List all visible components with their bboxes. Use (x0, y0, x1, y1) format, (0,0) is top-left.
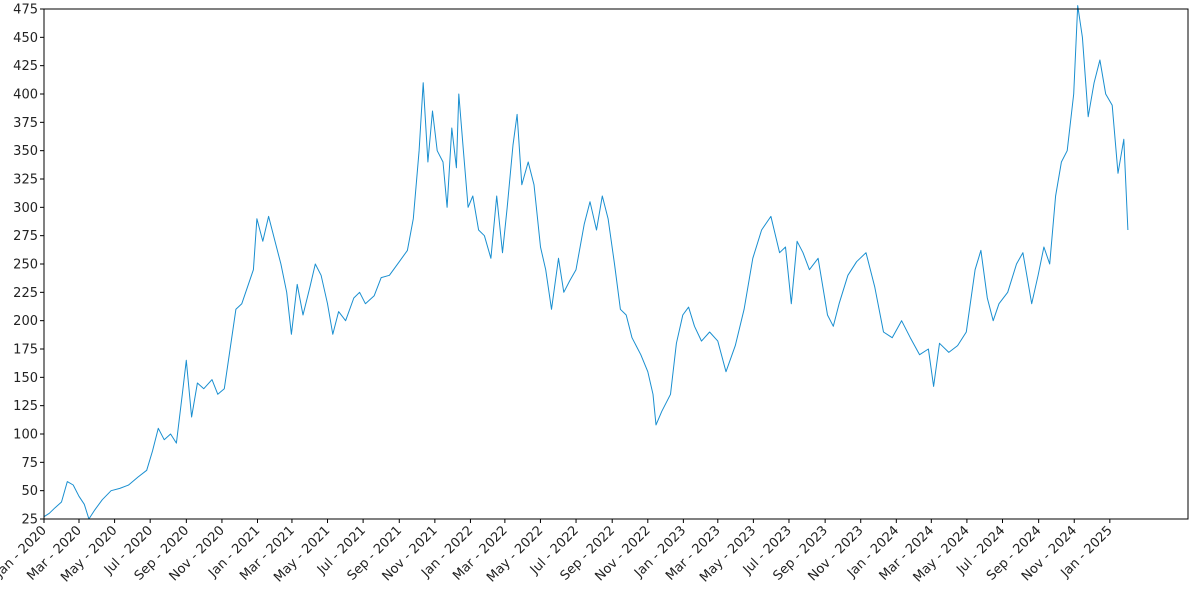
y-tick-label: 75 (21, 456, 38, 471)
plot-area-frame (43, 8, 1189, 520)
y-tick-label: 200 (13, 314, 38, 329)
y-tick-label: 225 (13, 286, 38, 301)
y-tick-label: 300 (13, 201, 38, 216)
y-tick-label: 150 (13, 371, 38, 386)
y-axis: 25 50 75 100 125 150 175 200 225 250 275 300 325 350 3… (13, 3, 44, 528)
series-line (43, 5, 1129, 520)
y-tick-label: 250 (13, 258, 38, 273)
y-tick-label: 275 (13, 229, 38, 244)
y-tick-label: 25 (21, 513, 38, 528)
y-tick-label: 350 (13, 144, 38, 159)
y-tick-label: 100 (13, 428, 38, 443)
y-tick-label: 400 (13, 88, 38, 103)
y-tick-label: 375 (13, 116, 38, 131)
y-tick-label: 50 (21, 484, 38, 499)
y-tick-label: 175 (13, 343, 38, 358)
y-tick-label: 425 (13, 59, 38, 74)
y-tick-label: 450 (13, 31, 38, 46)
y-tick-label: 125 (13, 399, 38, 414)
y-tick-label: 475 (13, 3, 38, 18)
y-tick-label: 325 (13, 173, 38, 188)
